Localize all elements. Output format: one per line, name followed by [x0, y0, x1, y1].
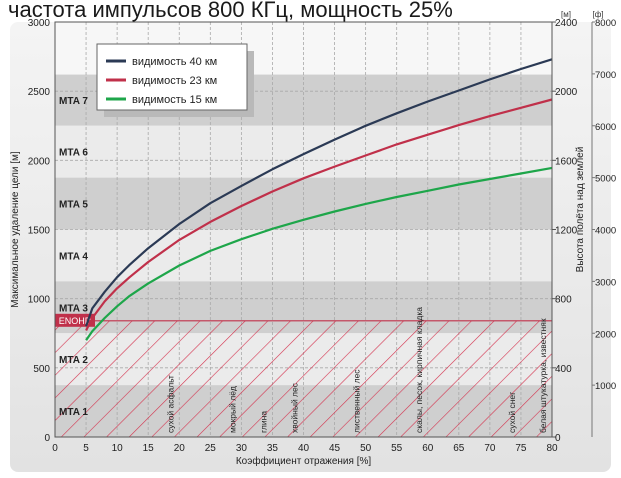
- legend-label: видимость 15 км: [132, 94, 217, 106]
- enohd-label: ENOHD: [59, 316, 92, 326]
- series-line: [85, 98, 553, 331]
- y2-tick-label: 800: [555, 295, 572, 306]
- series-line: [85, 166, 553, 341]
- y-tick-label: 1500: [28, 226, 51, 237]
- mta-zone-label: MTA 3: [59, 303, 88, 314]
- mta-zone-label: MTA 7: [59, 96, 88, 107]
- x-tick-label: 55: [391, 443, 403, 454]
- x-tick-label: 70: [484, 443, 496, 454]
- y3-tick-label: 6000: [595, 122, 616, 133]
- legend-label: видимость 40 км: [132, 56, 217, 68]
- x-tick-label: 60: [422, 443, 434, 454]
- y2-tick-label: 1200: [555, 226, 578, 237]
- mta-zone-label: MTA 1: [59, 407, 88, 418]
- material-label: белая штукатурка, известняк: [538, 318, 548, 433]
- material-label: мокрый лёд: [227, 386, 237, 433]
- x-tick-label: 35: [267, 443, 279, 454]
- series-line: [85, 58, 553, 327]
- x-tick-label: 0: [52, 443, 58, 454]
- y2-tick-label: 0: [555, 433, 561, 444]
- x-tick-label: 75: [515, 443, 527, 454]
- material-label: лиственный лес: [352, 369, 362, 433]
- y3-tick-label: 3000: [595, 277, 616, 288]
- x-tick-label: 50: [360, 443, 372, 454]
- x-tick-label: 65: [453, 443, 465, 454]
- y3-tick-label: 7000: [595, 70, 616, 81]
- y-tick-label: 0: [44, 433, 50, 444]
- y-tick-label: 1000: [28, 295, 51, 306]
- material-label: глина: [258, 411, 268, 433]
- material-label: хвойный лес: [290, 382, 300, 433]
- x-tick-label: 30: [236, 443, 248, 454]
- y2-tick-label: 400: [555, 364, 572, 375]
- y2-unit: [м]: [561, 10, 571, 19]
- y3-tick-label: 1000: [595, 381, 616, 392]
- y3-unit: [ф]: [592, 10, 603, 19]
- mta-zone-label: MTA 2: [59, 355, 88, 366]
- x-tick-label: 10: [112, 443, 124, 454]
- material-label: скалы, песок, кирпичная кладка: [414, 307, 424, 433]
- enohd-hatch-area: [55, 320, 552, 437]
- mta-zone-label: MTA 4: [59, 251, 88, 262]
- x-tick-label: 40: [298, 443, 310, 454]
- y-axis-title: Максимальное удаление цели [м]: [10, 151, 21, 308]
- y2-tick-label: 1600: [555, 156, 578, 167]
- y-tick-label: 3000: [28, 18, 51, 29]
- legend-label: видимость 23 км: [132, 75, 217, 87]
- x-tick-label: 80: [546, 443, 558, 454]
- material-label: сухой снег: [507, 392, 517, 433]
- chart-title: частота импульсов 800 КГц, мощность 25%: [8, 0, 453, 22]
- y-tick-label: 2500: [28, 87, 51, 98]
- y3-tick-label: 2000: [595, 329, 616, 340]
- x-tick-label: 25: [205, 443, 217, 454]
- y2-tick-label: 2000: [555, 87, 578, 98]
- x-axis-title: Коэффициент отражения [%]: [236, 455, 372, 467]
- y2-tick-label: 2400: [555, 18, 578, 29]
- y-tick-label: 2000: [28, 156, 51, 167]
- x-tick-label: 45: [329, 443, 341, 454]
- y2-axis-title: Высота полёта над землей: [575, 147, 586, 273]
- x-tick-label: 5: [83, 443, 89, 454]
- y3-tick-label: 5000: [595, 174, 616, 185]
- x-tick-label: 15: [143, 443, 155, 454]
- y3-tick-label: 8000: [595, 18, 616, 29]
- enohd-badge: [55, 313, 95, 327]
- mta-zone-label: MTA 6: [59, 148, 88, 159]
- x-tick-label: 20: [174, 443, 186, 454]
- y-tick-label: 500: [33, 364, 50, 375]
- material-label: сухой асфальт: [165, 375, 175, 433]
- mta-zone-label: MTA 5: [59, 200, 88, 211]
- y3-tick-label: 4000: [595, 226, 616, 237]
